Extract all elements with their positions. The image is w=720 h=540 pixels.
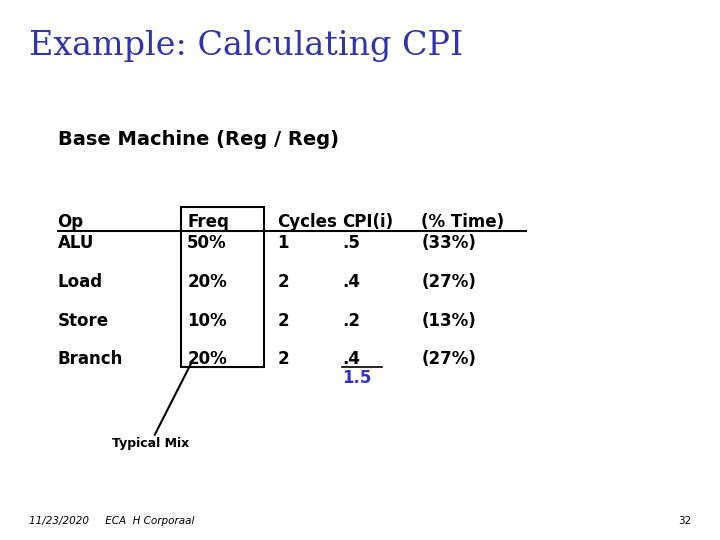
Text: Branch: Branch	[58, 350, 123, 368]
Text: 2: 2	[277, 312, 289, 329]
Text: Freq: Freq	[187, 213, 229, 231]
Text: (13%): (13%)	[421, 312, 476, 329]
Text: 2: 2	[277, 350, 289, 368]
Text: 50%: 50%	[187, 234, 227, 252]
Text: 20%: 20%	[187, 273, 227, 291]
Text: (27%): (27%)	[421, 350, 476, 368]
Text: 32: 32	[678, 516, 691, 526]
Text: (% Time): (% Time)	[421, 213, 504, 231]
Text: 10%: 10%	[187, 312, 227, 329]
Text: CPI(i): CPI(i)	[342, 213, 393, 231]
Text: .4: .4	[342, 350, 360, 368]
Text: 11/23/2020     ECA  H Corporaal: 11/23/2020 ECA H Corporaal	[29, 516, 194, 526]
Text: Example: Calculating CPI: Example: Calculating CPI	[29, 30, 463, 62]
Text: .2: .2	[342, 312, 360, 329]
Text: Cycles: Cycles	[277, 213, 337, 231]
Text: Store: Store	[58, 312, 109, 329]
Text: 2: 2	[277, 273, 289, 291]
Text: .4: .4	[342, 273, 360, 291]
Text: Op: Op	[58, 213, 84, 231]
Text: (33%): (33%)	[421, 234, 476, 252]
Text: Typical Mix: Typical Mix	[112, 437, 189, 450]
Text: (27%): (27%)	[421, 273, 476, 291]
Text: .5: .5	[342, 234, 360, 252]
Text: 1.5: 1.5	[342, 369, 372, 387]
Text: 20%: 20%	[187, 350, 227, 368]
Text: ALU: ALU	[58, 234, 94, 252]
Text: 1: 1	[277, 234, 289, 252]
Text: Base Machine (Reg / Reg): Base Machine (Reg / Reg)	[58, 130, 338, 148]
Text: Load: Load	[58, 273, 103, 291]
